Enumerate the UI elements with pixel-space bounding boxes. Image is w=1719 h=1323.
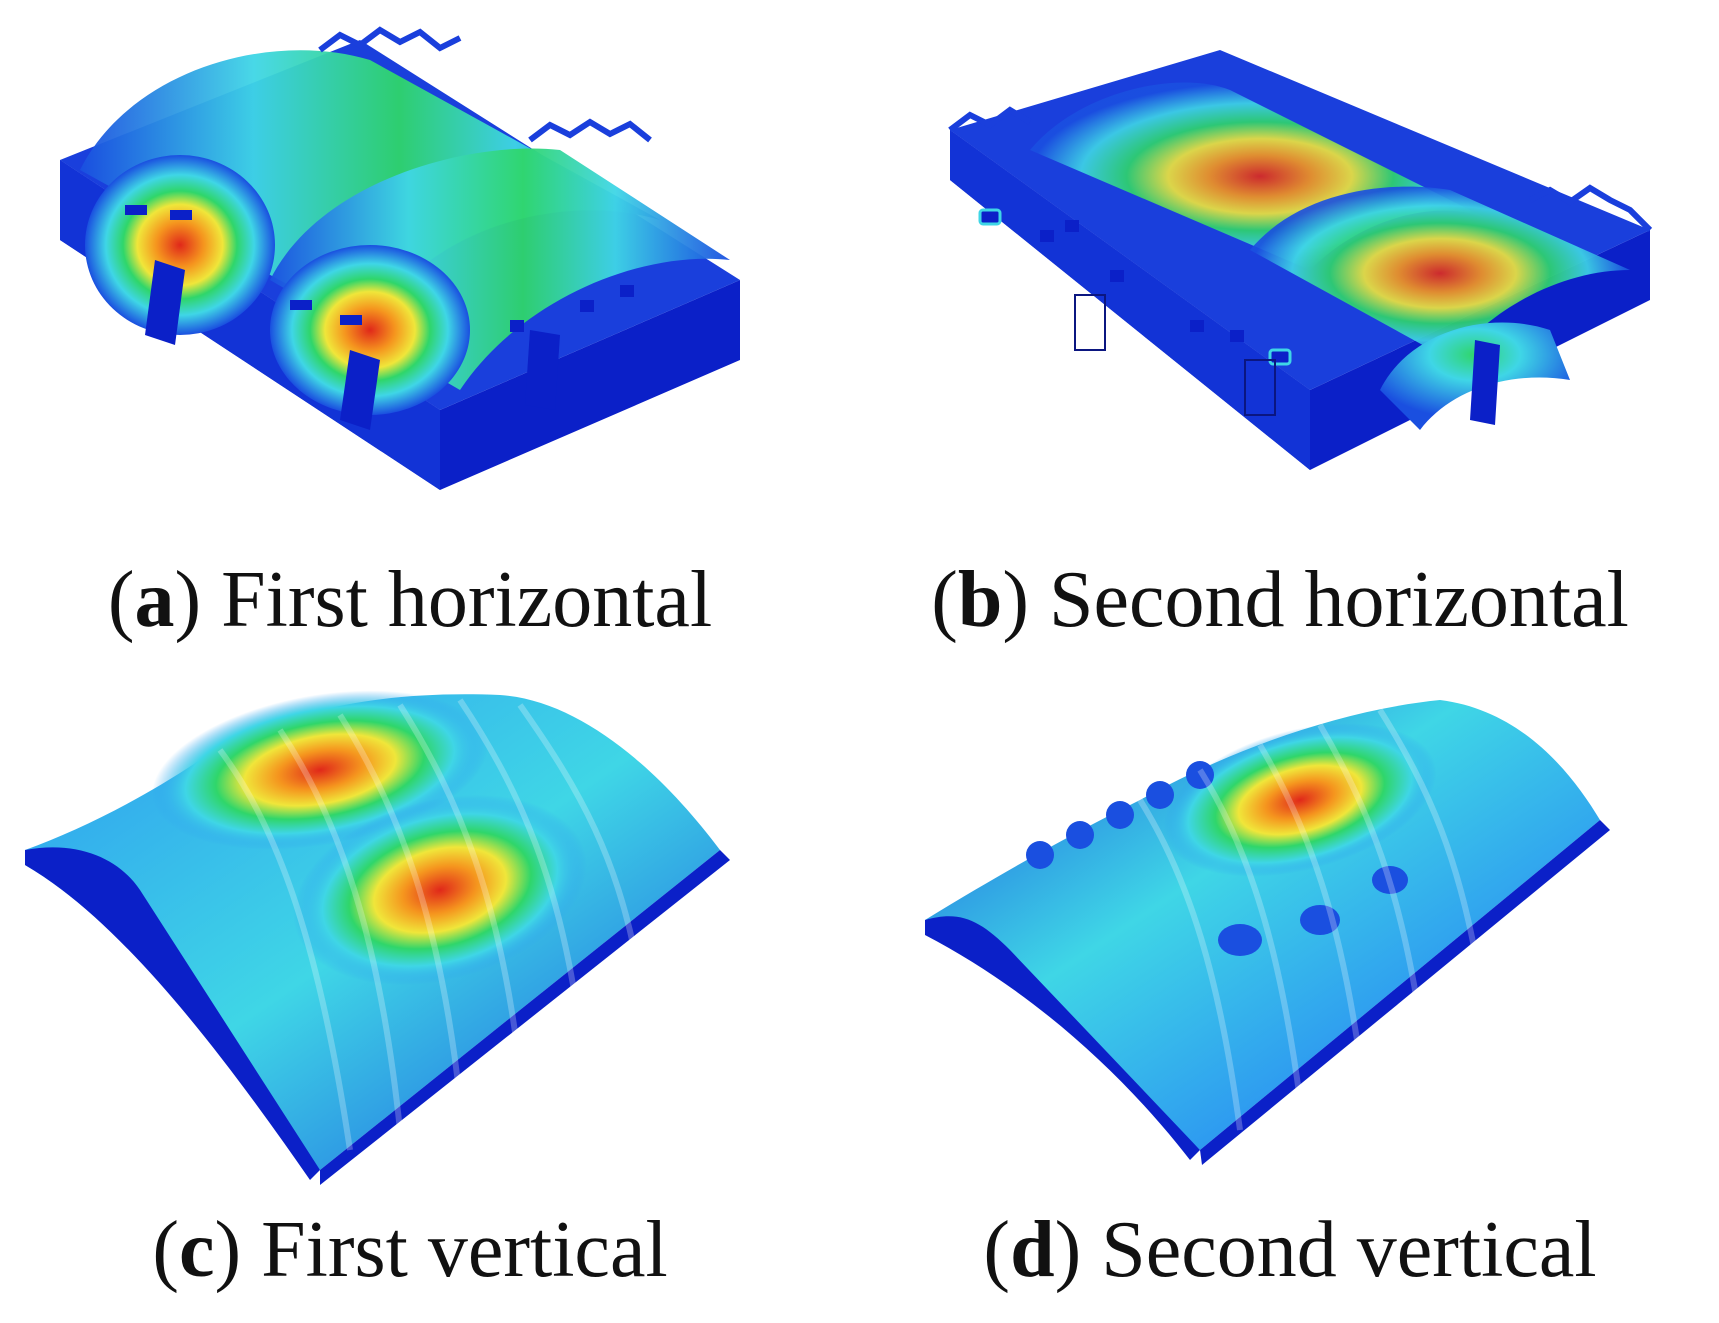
caption-b-letter: b bbox=[957, 556, 1003, 644]
mode-shape-panel-b bbox=[930, 30, 1670, 550]
caption-a: (a) First horizontal bbox=[107, 556, 713, 644]
mode-shape-panel-a bbox=[40, 26, 780, 550]
mode-shape-d-graphic bbox=[925, 700, 1610, 1165]
caption-b: (b) Second horizontal bbox=[931, 556, 1629, 644]
hotspot-right bbox=[270, 245, 470, 415]
caption-d-letter: d bbox=[1010, 1206, 1055, 1294]
caption-a-text: First horizontal bbox=[221, 556, 713, 644]
mode-shape-panel-c bbox=[20, 690, 800, 1190]
mode-shape-b-graphic bbox=[948, 50, 1653, 470]
hotspot-left bbox=[85, 155, 275, 335]
caption-d: (d) Second vertical bbox=[983, 1206, 1597, 1294]
vault-right bbox=[1250, 186, 1630, 360]
caption-c-letter: c bbox=[178, 1206, 215, 1294]
base-block bbox=[60, 160, 740, 490]
vault-surface bbox=[925, 700, 1600, 1150]
mode-shape-panel-d bbox=[920, 690, 1680, 1170]
caption-b-text: Second horizontal bbox=[1048, 556, 1629, 644]
caption-d-text: Second vertical bbox=[1101, 1206, 1597, 1294]
caption-c: (c) First vertical bbox=[152, 1206, 668, 1294]
mode-shape-c-graphic bbox=[25, 690, 730, 1185]
caption-a-letter: a bbox=[134, 556, 175, 644]
caption-c-text: First vertical bbox=[261, 1206, 668, 1294]
mode-shape-a-graphic bbox=[60, 26, 740, 490]
